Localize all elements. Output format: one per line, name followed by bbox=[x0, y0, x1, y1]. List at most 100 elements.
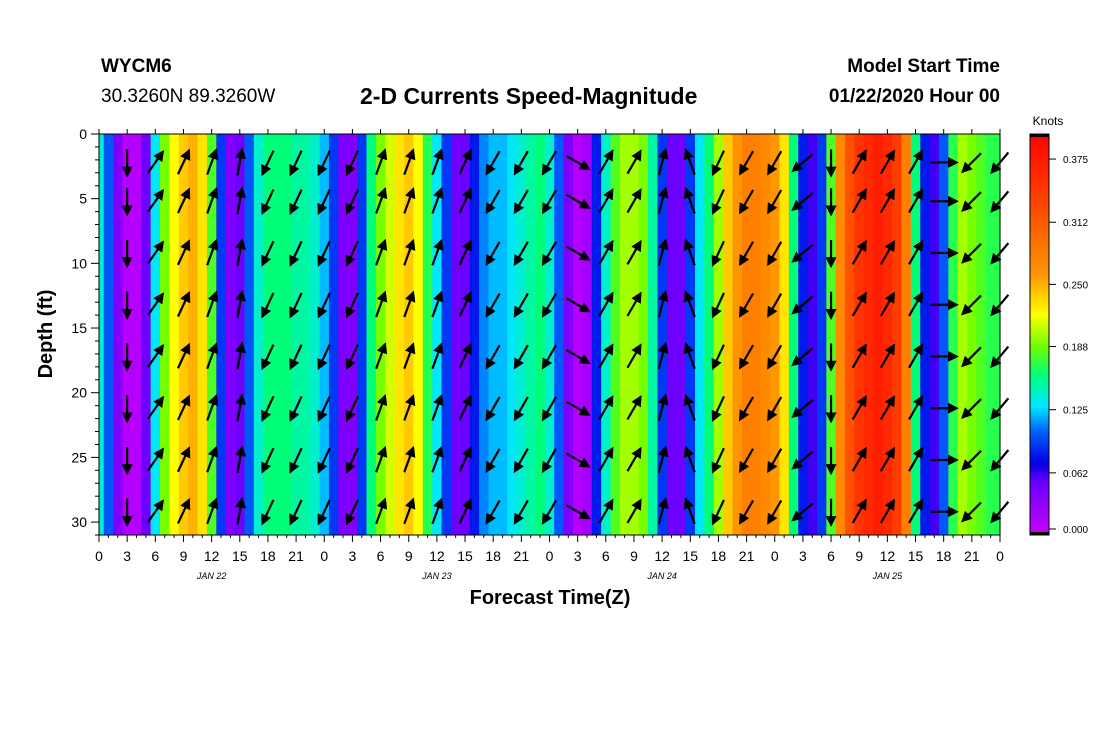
station-coordinates: 30.3260N 89.3260W bbox=[101, 86, 276, 107]
current-vector-arrow bbox=[146, 150, 165, 174]
current-vector-arrow bbox=[791, 502, 814, 522]
current-vector-arrow bbox=[626, 395, 642, 421]
current-vector-arrow bbox=[657, 497, 669, 525]
current-vector-arrow bbox=[879, 343, 895, 369]
current-vector-arrow bbox=[458, 148, 472, 175]
current-vector-arrow bbox=[176, 239, 191, 266]
x-tick-label: 12 bbox=[204, 548, 220, 564]
heatmap-cell bbox=[957, 134, 968, 535]
current-vector-arrow bbox=[146, 240, 165, 265]
current-vector-arrow bbox=[565, 297, 591, 313]
current-vector-arrow bbox=[598, 291, 614, 317]
current-vector-arrow bbox=[738, 150, 755, 176]
current-vector-arrow bbox=[767, 344, 783, 370]
heatmap-cell bbox=[882, 134, 893, 535]
heatmap-cell bbox=[282, 134, 293, 535]
current-vector-arrow bbox=[908, 149, 924, 175]
heatmap-cell bbox=[441, 134, 452, 535]
current-vector-arrow bbox=[235, 393, 246, 422]
current-vector-arrow bbox=[565, 504, 591, 520]
current-vector-arrow bbox=[146, 447, 165, 472]
current-vector-arrow bbox=[738, 499, 755, 525]
current-vector-arrow bbox=[791, 450, 814, 470]
current-vector-arrow bbox=[345, 395, 359, 423]
current-vector-arrow bbox=[176, 342, 191, 369]
current-vector-arrow bbox=[146, 292, 165, 317]
current-vector-arrow bbox=[261, 240, 275, 267]
heatmap-cell bbox=[610, 134, 621, 535]
current-vector-arrow bbox=[289, 395, 303, 423]
current-vector-arrow bbox=[261, 395, 275, 423]
current-vector-arrow bbox=[738, 292, 755, 318]
heatmap-cell bbox=[169, 134, 180, 535]
heatmap-cell bbox=[479, 134, 490, 535]
colorbar-units: Knots bbox=[1033, 114, 1064, 128]
heatmap-cell bbox=[807, 134, 818, 535]
current-vector-arrow bbox=[767, 396, 783, 422]
current-vector-arrow bbox=[565, 245, 591, 261]
current-vector-arrow bbox=[851, 188, 867, 214]
current-vector-arrow bbox=[345, 344, 359, 371]
heatmap-cell bbox=[976, 134, 987, 535]
heatmap-cell bbox=[103, 134, 114, 535]
heatmap-cell bbox=[723, 134, 734, 535]
current-vector-arrow bbox=[431, 342, 444, 370]
x-tick-label: 15 bbox=[457, 548, 473, 564]
current-vector-arrow bbox=[961, 346, 982, 368]
heatmap-cell bbox=[713, 134, 724, 535]
current-vector-arrow bbox=[657, 393, 669, 422]
current-vector-arrow bbox=[711, 189, 725, 216]
heatmap-cell bbox=[582, 134, 593, 535]
heatmap-cell bbox=[244, 134, 255, 535]
current-vector-arrow bbox=[541, 499, 557, 525]
current-vector-arrow bbox=[375, 497, 388, 525]
current-vector-arrow bbox=[289, 499, 303, 526]
colorbar-tick-label: 0.375 bbox=[1063, 155, 1088, 166]
y-axis-label: Depth (ft) bbox=[35, 290, 57, 379]
current-vector-arrow bbox=[431, 445, 444, 473]
current-vector-arrow bbox=[683, 445, 696, 473]
current-vector-arrow bbox=[289, 344, 303, 371]
current-vector-arrow bbox=[541, 344, 557, 370]
day-label: JAN 25 bbox=[872, 571, 904, 581]
current-vector-arrow bbox=[879, 149, 895, 175]
current-vector-arrow bbox=[598, 395, 614, 421]
heatmap-cell bbox=[253, 134, 264, 535]
heatmap-cell bbox=[206, 134, 217, 535]
current-vector-arrow bbox=[961, 191, 982, 213]
heatmap-cell bbox=[291, 134, 302, 535]
x-tick-label: 6 bbox=[151, 548, 159, 564]
heatmap-cell bbox=[816, 134, 827, 535]
current-vector-arrow bbox=[345, 150, 359, 177]
y-tick-label: 0 bbox=[79, 126, 87, 142]
current-vector-arrow bbox=[176, 394, 191, 421]
current-vector-arrow bbox=[235, 289, 246, 318]
x-tick-label: 9 bbox=[180, 548, 188, 564]
current-vector-arrow bbox=[375, 186, 388, 214]
current-vector-arrow bbox=[375, 290, 388, 318]
heatmap-cell bbox=[835, 134, 846, 535]
current-vector-arrow bbox=[289, 150, 303, 177]
heatmap-cell bbox=[366, 134, 377, 535]
current-vector-arrow bbox=[513, 448, 529, 474]
current-vector-arrow bbox=[626, 188, 642, 214]
y-tick-label: 5 bbox=[79, 191, 87, 207]
colorbar-tick-label: 0.312 bbox=[1063, 218, 1088, 229]
heatmap-cell bbox=[985, 134, 996, 535]
current-vector-arrow bbox=[206, 342, 219, 370]
current-vector-arrow bbox=[908, 239, 924, 265]
current-vector-arrow bbox=[851, 239, 867, 265]
heatmap-cell bbox=[385, 134, 396, 535]
current-vector-arrow bbox=[541, 189, 557, 215]
heatmap-cell bbox=[892, 134, 903, 535]
heatmap-cell bbox=[235, 134, 246, 535]
heatmap-cell bbox=[122, 134, 133, 535]
current-vector-arrow bbox=[879, 446, 895, 472]
current-vector-arrow bbox=[289, 447, 303, 474]
current-vector-arrow bbox=[289, 292, 303, 319]
heatmap-cell bbox=[854, 134, 865, 535]
colorbar bbox=[1029, 133, 1050, 536]
heatmap-cell bbox=[638, 134, 649, 535]
current-vector-arrow bbox=[626, 149, 642, 175]
current-vector-arrow bbox=[235, 147, 246, 176]
